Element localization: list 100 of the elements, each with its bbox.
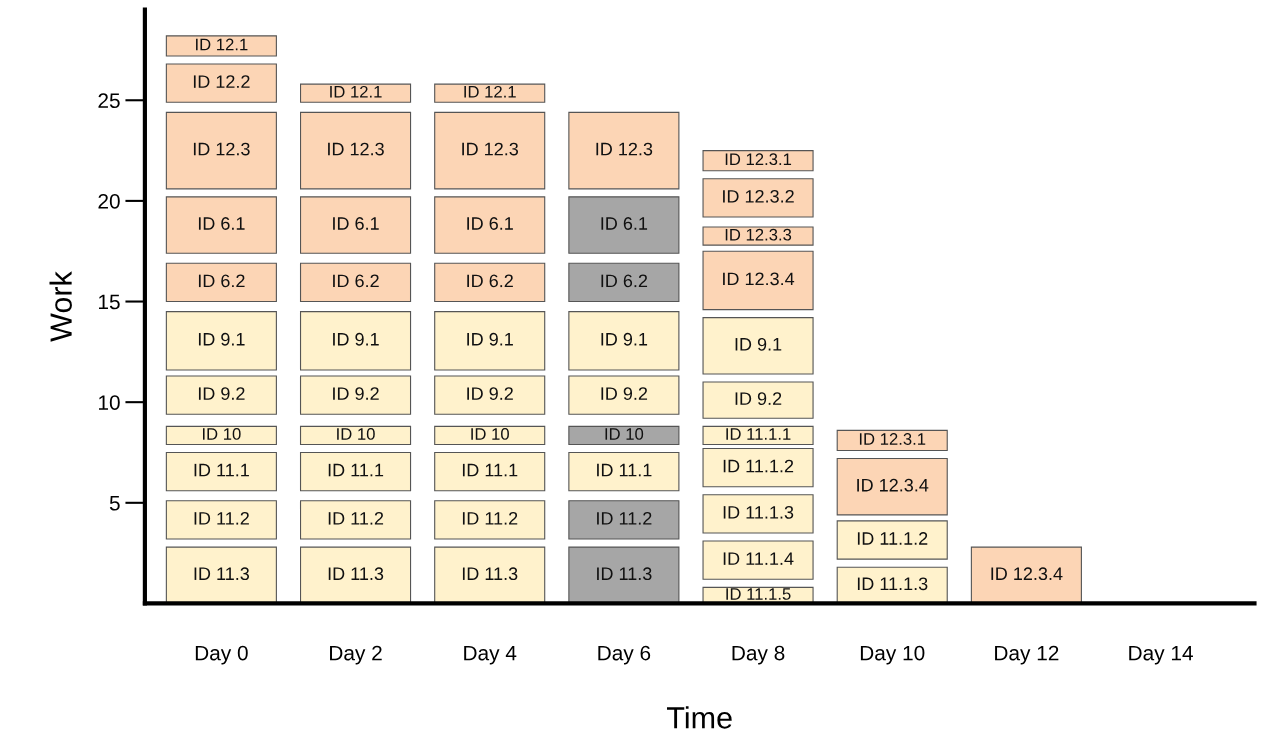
text: ID 9.1 xyxy=(467,332,513,346)
bar xyxy=(836,429,948,452)
text: ID 11.2 xyxy=(462,511,518,525)
bar xyxy=(299,425,412,445)
text: ID 9.1 xyxy=(333,332,379,346)
text: ID 11.1 xyxy=(328,463,384,477)
bar xyxy=(434,451,546,492)
x-tick-label: Day 12 xyxy=(995,645,1059,665)
series-label: ID 12.3 xyxy=(193,142,250,156)
bar xyxy=(165,262,277,303)
x-tick-label: Day 2 xyxy=(330,645,382,665)
y-tick-label: 5 xyxy=(109,496,120,511)
bar xyxy=(165,425,277,445)
bar xyxy=(299,451,412,492)
x-tick-label: Day 8 xyxy=(732,645,785,665)
series-label: ID 9.1 xyxy=(735,337,782,351)
text: ID 6.1 xyxy=(467,217,513,230)
text: ID 12.1 xyxy=(196,38,248,51)
series-label: ID 6.2 xyxy=(198,274,245,288)
bar xyxy=(165,546,277,604)
bar xyxy=(299,196,412,254)
series-label: ID 12.3.1 xyxy=(725,153,792,166)
series-label: ID 11.1.2 xyxy=(723,459,794,473)
text: ID 11.3 xyxy=(597,567,652,581)
bar xyxy=(568,375,680,415)
bar xyxy=(434,546,546,604)
text: ID 11.2 xyxy=(597,511,652,525)
bar xyxy=(434,83,546,103)
series-label: ID 6.1 xyxy=(198,217,245,230)
text: ID 11.3 xyxy=(462,567,518,581)
bar xyxy=(434,311,546,371)
bar xyxy=(702,226,814,246)
x-tick-label: Day 0 xyxy=(195,645,248,665)
bar xyxy=(299,546,412,604)
x-axis-title: Time xyxy=(667,706,732,729)
bar xyxy=(568,311,680,371)
bar xyxy=(299,500,412,540)
bar xyxy=(165,375,277,415)
series-label: ID 10 xyxy=(202,428,241,440)
y-tick-label: 10 xyxy=(99,395,120,410)
text: ID 9.2 xyxy=(198,387,245,400)
text: ID 12.1 xyxy=(464,85,516,98)
text: ID 10 xyxy=(337,428,375,440)
bar xyxy=(299,83,412,103)
bar xyxy=(702,250,814,311)
series-label: ID 11.1.4 xyxy=(723,552,794,565)
bar xyxy=(568,546,680,604)
text: ID 10 xyxy=(471,428,509,440)
bar xyxy=(568,196,680,254)
text: ID 11.3 xyxy=(328,567,384,581)
bar xyxy=(165,311,277,371)
bar xyxy=(702,150,814,172)
text: ID 12.3.4 xyxy=(857,478,929,492)
bar xyxy=(568,500,680,540)
bar xyxy=(702,494,814,534)
bar xyxy=(568,451,680,492)
bar xyxy=(165,451,277,492)
series-label: ID 9.2 xyxy=(735,392,782,406)
text: ID 6.2 xyxy=(333,274,379,288)
text: ID 9.1 xyxy=(601,332,648,346)
text: ID 10 xyxy=(605,428,644,440)
bar xyxy=(836,457,948,516)
y-tick-label: 25 xyxy=(98,93,120,109)
bar xyxy=(165,500,277,540)
text: ID 6.2 xyxy=(601,274,648,288)
series-label: ID 12.3.2 xyxy=(723,189,794,203)
x-tick-label: Day 10 xyxy=(860,645,925,665)
bar xyxy=(568,111,680,190)
bar xyxy=(299,262,412,303)
text: ID 11.1.3 xyxy=(723,505,794,519)
series-label: ID 12.3.4 xyxy=(723,272,795,286)
text: ID 9.2 xyxy=(467,387,513,400)
bar xyxy=(702,447,814,488)
x-tick-label: Day 4 xyxy=(464,645,517,665)
text: ID 12.3.4 xyxy=(991,567,1063,581)
text: ID 11.1 xyxy=(597,463,652,477)
bar xyxy=(165,63,277,103)
bar xyxy=(434,262,546,303)
bar xyxy=(568,262,680,303)
bar xyxy=(702,540,814,580)
bar xyxy=(434,425,546,445)
text: ID 11.2 xyxy=(328,511,384,525)
bar xyxy=(299,311,412,371)
series-label: ID 11.2 xyxy=(194,511,249,525)
bar xyxy=(434,500,546,540)
bar xyxy=(434,375,546,415)
x-tick-label: Day 6 xyxy=(598,645,651,665)
series-label: ID 11.1.3 xyxy=(857,577,928,591)
text: ID 9.2 xyxy=(333,387,379,400)
bar xyxy=(702,178,814,218)
text: ID 11.1 xyxy=(462,463,518,477)
series-label: ID 11.1 xyxy=(194,463,249,477)
text: ID 9.2 xyxy=(601,387,648,400)
bar xyxy=(165,196,277,254)
bar xyxy=(568,425,680,445)
text: ID 11.1.2 xyxy=(857,532,928,545)
series-label: ID 11.3 xyxy=(194,567,250,581)
text: ID 12.3.1 xyxy=(859,433,926,445)
y-tick-label: 20 xyxy=(98,193,120,209)
series-label: ID 11.1.1 xyxy=(726,428,791,440)
